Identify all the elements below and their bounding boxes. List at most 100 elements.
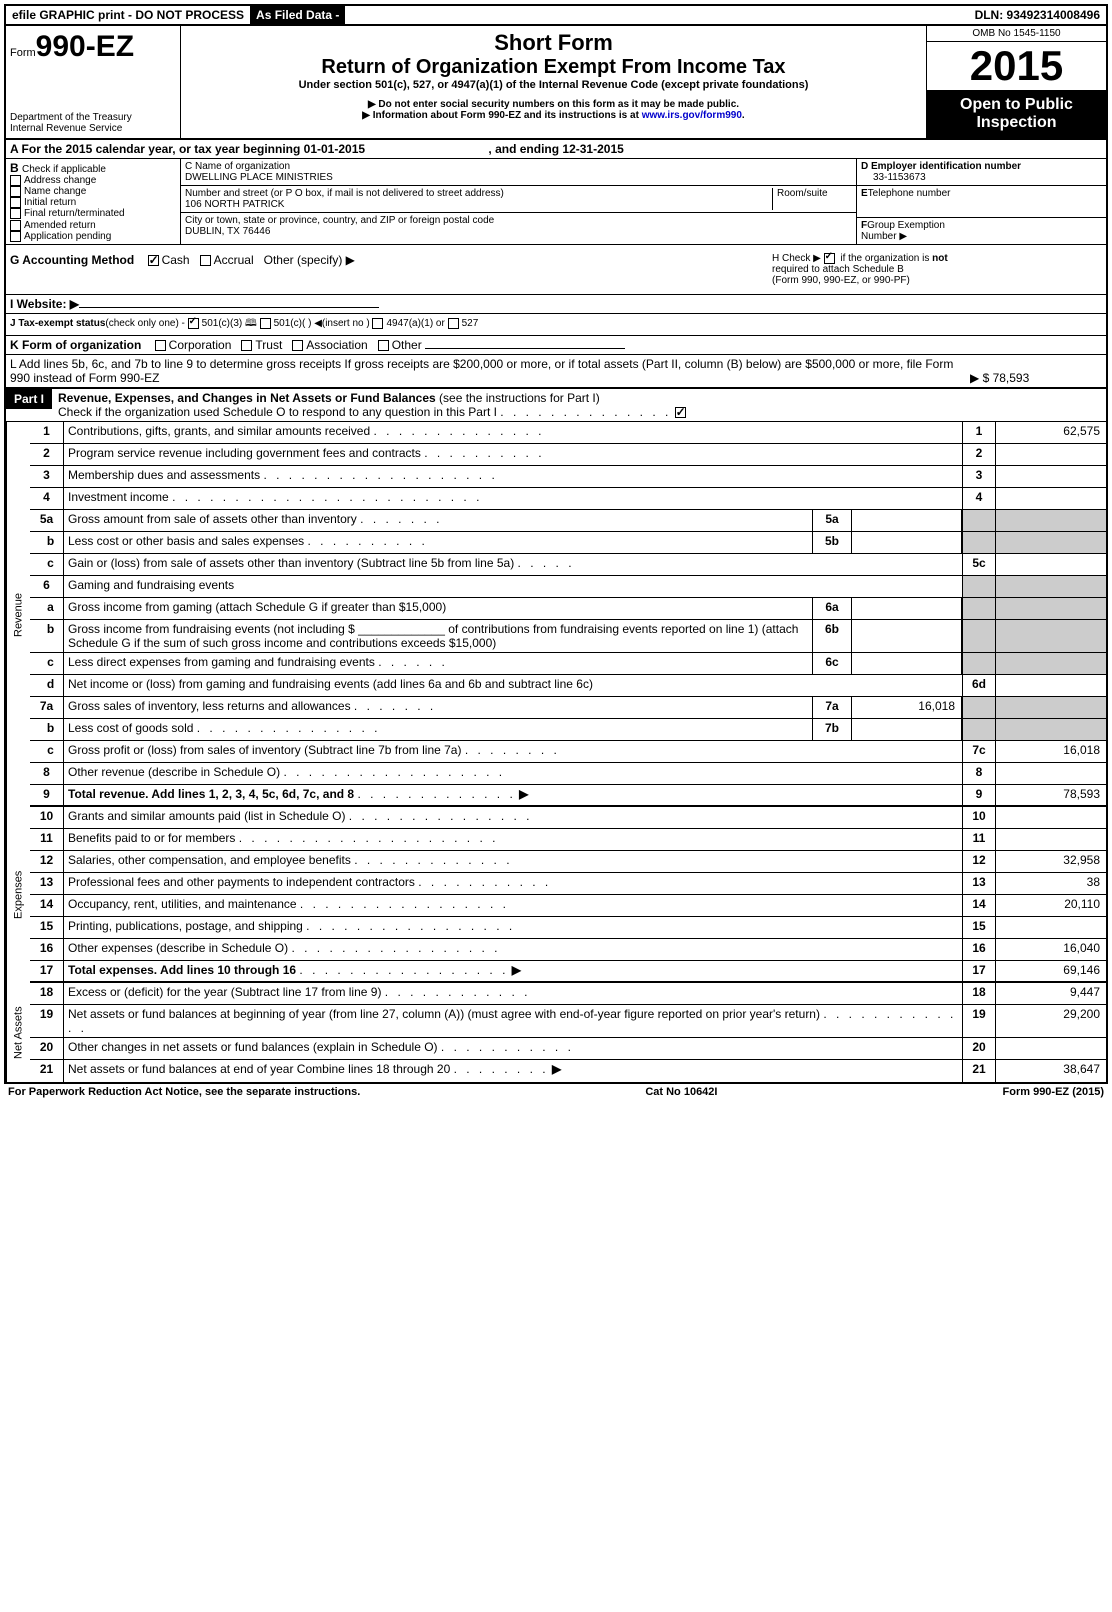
- ln10-d: Grants and similar amounts paid (list in…: [68, 809, 345, 823]
- k-o2: Trust: [255, 338, 282, 352]
- ln19-n: 19: [30, 1005, 64, 1037]
- checkbox-501c[interactable]: [260, 318, 271, 329]
- ln9-n: 9: [30, 785, 64, 805]
- checkbox-application-pending[interactable]: [10, 231, 21, 242]
- ln7a-d: Gross sales of inventory, less returns a…: [68, 699, 351, 713]
- ln6d-rn: 6d: [962, 675, 996, 696]
- c-street-label: Number and street (or P O box, if mail i…: [185, 188, 772, 199]
- ln6a-n: a: [30, 598, 64, 619]
- ln15-rn: 15: [962, 917, 996, 938]
- checkbox-cash[interactable]: [148, 255, 159, 266]
- ln2-d: Program service revenue including govern…: [68, 446, 421, 460]
- ln7a-mn: 7a: [812, 697, 852, 718]
- ln3-rn: 3: [962, 466, 996, 487]
- ln7b-mn: 7b: [812, 719, 852, 740]
- ln19-rn: 19: [962, 1005, 996, 1037]
- i-label: I Website: ▶: [10, 297, 79, 311]
- ln14-n: 14: [30, 895, 64, 916]
- header-left: Form990-EZ Department of the Treasury In…: [6, 26, 181, 138]
- checkbox-trust[interactable]: [241, 340, 252, 351]
- a-ending: , and ending 12-31-2015: [488, 142, 623, 156]
- ln10-rn: 10: [962, 807, 996, 828]
- j-note: (check only one) -: [105, 318, 184, 329]
- org-street: 106 NORTH PATRICK: [185, 199, 772, 210]
- ln7b-mv: [852, 719, 962, 740]
- row-j: J Tax-exempt status(check only one) - 50…: [4, 314, 1108, 336]
- ln6c-d: Less direct expenses from gaming and fun…: [68, 655, 375, 669]
- ln18-d: Excess or (deficit) for the year (Subtra…: [68, 985, 381, 999]
- ln12-rn: 12: [962, 851, 996, 872]
- d-label: D Employer identification number: [861, 161, 1102, 172]
- ln1-d: Contributions, gifts, grants, and simila…: [68, 424, 370, 438]
- ln7b-rv: [996, 719, 1106, 740]
- ln5c-n: c: [30, 554, 64, 575]
- ln5a-mv: [852, 510, 962, 531]
- ln4-d: Investment income: [68, 490, 169, 504]
- open-public-2: Inspection: [931, 114, 1102, 132]
- ln6d-rv: [996, 675, 1106, 696]
- k-o4: Other: [392, 338, 422, 352]
- ln20-rn: 20: [962, 1038, 996, 1059]
- checkbox-name-change[interactable]: [10, 186, 21, 197]
- irs-link[interactable]: www.irs.gov/form990: [642, 110, 742, 121]
- open-public: Open to Public Inspection: [927, 90, 1106, 138]
- b-label: B: [10, 161, 19, 175]
- ln20-rv: [996, 1038, 1106, 1059]
- j-label: J Tax-exempt status: [10, 318, 105, 329]
- ln5b-d: Less cost or other basis and sales expen…: [68, 534, 304, 548]
- g-other: Other (specify) ▶: [264, 253, 355, 267]
- ln18-rv: 9,447: [996, 983, 1106, 1004]
- checkbox-4947[interactable]: [372, 318, 383, 329]
- j-o2n: ◀(insert no ): [314, 318, 369, 329]
- checkbox-initial-return[interactable]: [10, 197, 21, 208]
- checkbox-final-return[interactable]: [10, 208, 21, 219]
- ln19-rv: 29,200: [996, 1005, 1106, 1037]
- h-not: not: [932, 253, 948, 264]
- ln6c-rv: [996, 653, 1106, 674]
- checkbox-association[interactable]: [292, 340, 303, 351]
- checkbox-address-change[interactable]: [10, 175, 21, 186]
- ln15-d: Printing, publications, postage, and shi…: [68, 919, 303, 933]
- efile-label: efile GRAPHIC print - DO NOT PROCESS: [6, 6, 250, 24]
- ln6a-mv: [852, 598, 962, 619]
- ln9-rn: 9: [962, 785, 996, 805]
- top-bar: efile GRAPHIC print - DO NOT PROCESS As …: [4, 4, 1108, 26]
- g-accrual: Accrual: [214, 253, 254, 267]
- dept-treasury: Department of the Treasury: [10, 112, 176, 123]
- revenue-label: Revenue: [6, 422, 30, 807]
- ln14-rn: 14: [962, 895, 996, 916]
- checkbox-schedule-o[interactable]: [675, 407, 686, 418]
- ln5a-mn: 5a: [812, 510, 852, 531]
- c-column: C Name of organization DWELLING PLACE MI…: [181, 159, 856, 244]
- dept-info: Department of the Treasury Internal Reve…: [10, 112, 176, 134]
- c-city-label: City or town, state or province, country…: [185, 215, 852, 226]
- checkbox-501c3[interactable]: [188, 318, 199, 329]
- ln18-n: 18: [30, 983, 64, 1004]
- under-section: Under section 501(c), 527, or 4947(a)(1)…: [189, 79, 918, 91]
- ln8-d: Other revenue (describe in Schedule O): [68, 765, 280, 779]
- j-o1: 501(c)(3): [202, 318, 243, 329]
- k-label: K Form of organization: [10, 338, 141, 352]
- part1-check-note: Check if the organization used Schedule …: [58, 405, 497, 419]
- footer: For Paperwork Reduction Act Notice, see …: [4, 1084, 1108, 1100]
- ln5b-rn: [962, 532, 996, 553]
- ln7a-n: 7a: [30, 697, 64, 718]
- checkbox-amended-return[interactable]: [10, 220, 21, 231]
- part1-header: Part I Revenue, Expenses, and Changes in…: [4, 389, 1108, 422]
- h-text2: if the organization is: [840, 253, 929, 264]
- short-form-label: Short Form: [189, 30, 918, 56]
- checkbox-527[interactable]: [448, 318, 459, 329]
- ln7a-rn: [962, 697, 996, 718]
- b-item-5: Application pending: [24, 231, 111, 242]
- checkbox-accrual[interactable]: [200, 255, 211, 266]
- ln2-n: 2: [30, 444, 64, 465]
- h-text3: required to attach Schedule B: [772, 264, 904, 275]
- h-text1: H Check ▶: [772, 253, 821, 264]
- checkbox-other-org[interactable]: [378, 340, 389, 351]
- ln20-d: Other changes in net assets or fund bala…: [68, 1040, 438, 1054]
- checkbox-corporation[interactable]: [155, 340, 166, 351]
- ln20-n: 20: [30, 1038, 64, 1059]
- ln13-rv: 38: [996, 873, 1106, 894]
- checkbox-h[interactable]: [824, 253, 835, 264]
- footer-left: For Paperwork Reduction Act Notice, see …: [8, 1086, 360, 1098]
